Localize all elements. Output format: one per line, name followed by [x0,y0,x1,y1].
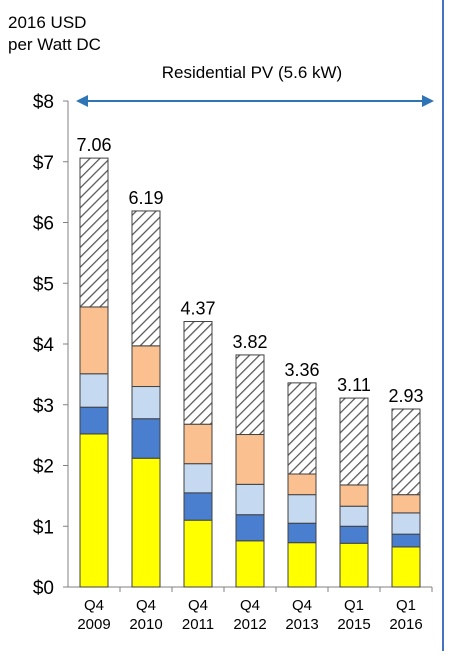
x-tick-label-year: 2013 [285,616,318,633]
y-tick-label: $1 [33,517,54,538]
y-tick-label: $8 [33,92,54,113]
bar-segment-3 [79,373,109,408]
y-tick-label: $6 [33,214,54,235]
x-tick-label-quarter: Q1 [396,597,416,614]
bar-segment-2 [391,533,421,548]
bar-total-label: 2.93 [388,386,423,406]
bar-segment-5 [131,210,161,347]
bar-segment-3 [235,483,265,516]
span-label: Residential PV (5.6 kW) [162,63,342,82]
x-tick-label-year: 2015 [337,616,370,633]
bar-segment-4 [183,423,213,465]
bar-segment-4 [287,473,317,496]
bar-segment-2 [235,514,265,542]
x-tick-label-quarter: Q4 [84,597,104,614]
bar-total-label: 3.11 [337,375,371,395]
x-axis-ticks: Q4 2009 Q4 2010 Q4 2011 Q4 2012 Q4 2013 Q1 2015 Q1 20… [77,597,422,633]
y-axis-label-line2: per Watt DC [8,35,101,54]
bar-segment-5 [79,157,109,308]
bar-segment-4 [339,484,369,507]
y-tick-label: $2 [33,457,54,478]
y-tick-label: $3 [33,396,54,417]
y-tick-label: $7 [33,153,54,174]
bar-segment-4 [391,494,421,514]
bar-segment-2 [183,492,213,521]
x-tick-label-quarter: Q4 [240,597,260,614]
bar-segment-1 [235,540,265,588]
x-tick-label-year: 2012 [233,616,266,633]
x-tick-label-quarter: Q4 [136,597,156,614]
x-tick-label-quarter: Q1 [344,597,364,614]
bar-total-label: 4.37 [180,299,215,319]
y-axis-label-line1: 2016 USD [8,13,86,32]
bar-total-label: 3.36 [284,360,319,380]
y-axis-ticks: $0 $1 $2 $3 $4 $5 $6 $7 $8 [33,92,55,599]
x-tick-label-year: 2011 [182,616,214,633]
bar-segment-5 [287,382,317,475]
bar-segment-4 [79,306,109,375]
x-tick-label-quarter: Q4 [188,597,208,614]
bar-total-label: 6.19 [128,188,163,208]
bar-segment-3 [287,494,317,524]
bar-segment-3 [131,386,161,420]
bar-segment-1 [391,546,421,588]
y-tick-label: $4 [33,335,55,356]
bar-total-label: 3.82 [232,332,267,352]
bar-segment-1 [183,519,213,588]
bar-segment-1 [131,457,161,588]
x-tick-label-year: 2016 [389,616,422,633]
bar-segment-4 [131,345,161,388]
bar-segment-5 [235,354,265,436]
bar-segment-2 [339,525,369,544]
bar-segment-5 [339,397,369,486]
bar-total-label: 7.06 [76,135,111,155]
bar-segment-5 [183,321,213,425]
x-tick-label-year: 2009 [77,616,110,633]
y-tick-label: $5 [33,274,54,295]
y-tick-label: $0 [33,578,54,599]
bar-segment-1 [79,433,109,588]
x-tick-label-year: 2010 [129,616,162,633]
bars: 7.06 6.19 4.37 3.82 3.36 3.11 2.93 [76,135,424,588]
bar-segment-2 [131,418,161,459]
bar-segment-5 [391,408,421,496]
bar-segment-1 [287,542,317,588]
bar-segment-3 [391,512,421,535]
x-tick-label-quarter: Q4 [292,597,312,614]
bar-segment-2 [287,522,317,544]
span-arrow [76,95,434,107]
bar-segment-3 [183,463,213,494]
bar-segment-2 [79,406,109,435]
bar-segment-4 [235,434,265,485]
bar-segment-3 [339,505,369,527]
bar-segment-1 [339,542,369,588]
